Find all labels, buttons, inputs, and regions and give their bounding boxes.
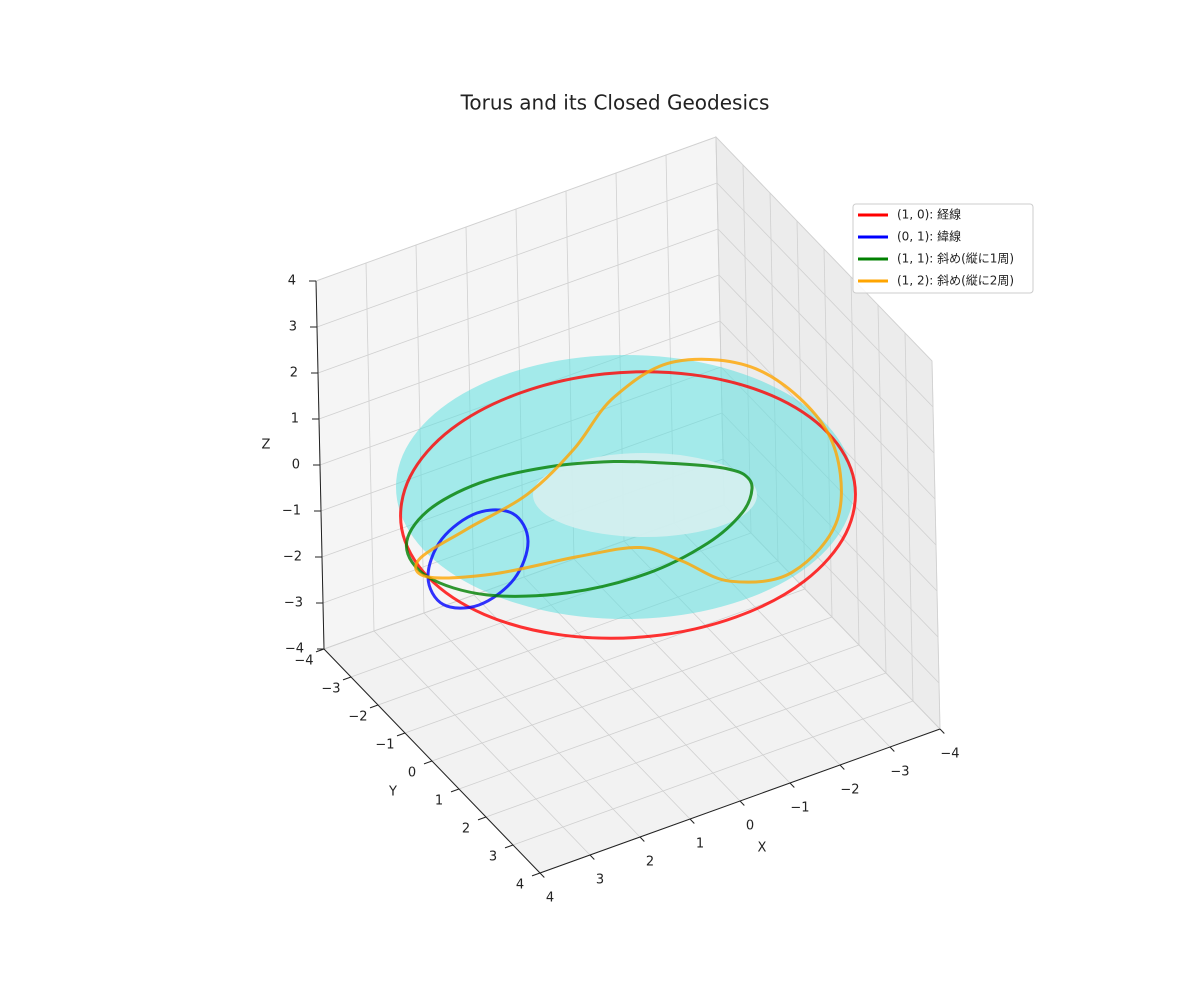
y-tick-label: 4 bbox=[516, 878, 524, 893]
y-tick bbox=[477, 816, 487, 821]
y-tick bbox=[342, 676, 352, 681]
x-tick-label: 0 bbox=[746, 819, 754, 834]
z-tick-label: 4 bbox=[288, 274, 296, 289]
y-tick bbox=[450, 788, 460, 793]
grid-line bbox=[716, 182, 934, 408]
geodesic-line bbox=[426, 508, 530, 610]
x-tick-label: 3 bbox=[596, 873, 604, 888]
y-tick-label: 0 bbox=[408, 766, 416, 781]
z-tick-label: 0 bbox=[292, 458, 300, 473]
x-tick-label: −2 bbox=[840, 783, 859, 798]
x-tick bbox=[739, 800, 745, 806]
grid-line bbox=[317, 228, 719, 374]
grid-line bbox=[717, 228, 935, 454]
z-tick-label: 2 bbox=[290, 366, 298, 381]
y-tick-label: −1 bbox=[375, 738, 394, 753]
z-tick-label: 1 bbox=[291, 412, 299, 427]
legend-box bbox=[852, 203, 1034, 294]
z-tick-label: −4 bbox=[285, 642, 304, 657]
z-axis-label: Z bbox=[262, 438, 271, 453]
torus-surface bbox=[396, 355, 854, 619]
axis-line bbox=[539, 728, 941, 874]
geodesic-line bbox=[404, 459, 754, 598]
x-tick-label: −4 bbox=[940, 747, 959, 762]
axis-line bbox=[315, 280, 325, 650]
x-tick bbox=[589, 854, 595, 860]
y-tick-label: 1 bbox=[435, 794, 443, 809]
curves bbox=[399, 357, 857, 640]
x-tick bbox=[539, 872, 545, 878]
grid-line bbox=[512, 700, 914, 846]
z-tick-label: 3 bbox=[289, 320, 297, 335]
x-tick-label: 4 bbox=[546, 891, 554, 906]
y-tick bbox=[423, 760, 433, 765]
chart-title: Torus and its Closed Geodesics bbox=[460, 91, 770, 115]
y-axis-label: Y bbox=[388, 785, 397, 800]
z-tick-label: −1 bbox=[282, 504, 301, 519]
legend-label: (1, 2): 斜め(縦に2周) bbox=[897, 274, 1014, 288]
grid-line bbox=[715, 136, 933, 362]
x-tick-label: −3 bbox=[890, 765, 909, 780]
y-tick-label: −4 bbox=[294, 654, 313, 669]
y-tick-label: 2 bbox=[462, 822, 470, 837]
x-tick bbox=[839, 764, 845, 770]
grid-line bbox=[718, 274, 936, 500]
axes: −4 −3 −2 −1 0 1 2 3 4 −4 −3 −2 −1 0 1 2 3 4 −4 −3 −2 −1 0 1 2 3 4 X… bbox=[262, 274, 960, 906]
x-tick bbox=[639, 836, 645, 842]
x-tick bbox=[689, 818, 695, 824]
x-axis-label: X bbox=[758, 841, 767, 856]
legend: (1, 0): 経線 (0, 1): 緯線 (1, 1): 斜め(縦に1周) (1, … bbox=[852, 203, 1034, 294]
grid-line bbox=[404, 588, 806, 734]
y-tick bbox=[396, 732, 406, 737]
grid-line bbox=[318, 274, 720, 420]
grid-line bbox=[316, 182, 718, 328]
grid-line bbox=[458, 644, 860, 790]
x-tick-label: −1 bbox=[790, 801, 809, 816]
z-tick-label: −2 bbox=[283, 550, 302, 565]
x-tick-label: 1 bbox=[696, 837, 704, 852]
legend-label: (1, 1): 斜め(縦に1周) bbox=[897, 252, 1014, 266]
y-tick bbox=[531, 872, 541, 877]
x-tick bbox=[889, 746, 895, 752]
grid-line bbox=[431, 616, 833, 762]
x-tick bbox=[939, 728, 945, 734]
y-tick-label: −3 bbox=[321, 682, 340, 697]
legend-label: (1, 0): 経線 bbox=[897, 207, 961, 222]
grid-line bbox=[315, 136, 717, 282]
y-tick-label: 3 bbox=[489, 850, 497, 865]
z-tick-label: −3 bbox=[284, 596, 303, 611]
legend-label: (0, 1): 緯線 bbox=[897, 229, 961, 244]
y-tick bbox=[369, 704, 379, 709]
axis-line bbox=[323, 648, 541, 874]
x-tick-label: 2 bbox=[646, 855, 654, 870]
grid-line bbox=[485, 672, 887, 818]
y-tick-label: −2 bbox=[348, 710, 367, 725]
geodesic-line bbox=[414, 357, 843, 584]
x-tick bbox=[789, 782, 795, 788]
torus-hole bbox=[533, 453, 757, 537]
y-tick bbox=[504, 844, 514, 849]
